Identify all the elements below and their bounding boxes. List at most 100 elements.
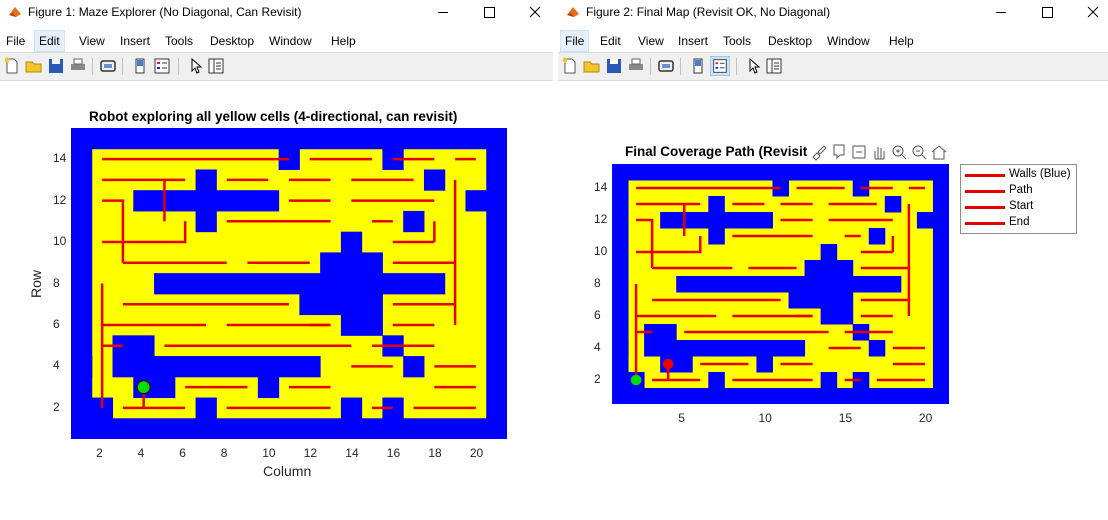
end-marker xyxy=(662,358,674,370)
menu-file[interactable]: File xyxy=(6,34,26,48)
figure-toolbar xyxy=(558,52,1108,81)
toolbar-separator xyxy=(680,58,681,75)
menu-desktop[interactable]: Desktop xyxy=(210,34,255,48)
print-icon[interactable] xyxy=(626,56,646,76)
open-file-icon[interactable] xyxy=(24,56,44,76)
zoom-out-icon[interactable] xyxy=(910,143,928,161)
maze-wall xyxy=(382,397,404,439)
close-icon[interactable] xyxy=(512,0,553,25)
legend-line-walls xyxy=(965,174,1005,177)
restore-view-icon[interactable] xyxy=(850,143,868,161)
menu-insert[interactable]: Insert xyxy=(678,34,709,48)
pan-icon[interactable] xyxy=(870,143,888,161)
menu-edit[interactable]: Edit xyxy=(34,30,65,52)
menu-file[interactable]: File xyxy=(560,30,590,52)
colorbar-icon[interactable] xyxy=(688,56,708,76)
menu-edit[interactable]: Edit xyxy=(600,34,621,48)
axes-title: Final Coverage Path (Revisit OK) xyxy=(625,144,810,159)
maze-wall xyxy=(916,212,934,229)
maze-wall xyxy=(644,324,677,341)
link-plot-icon[interactable] xyxy=(656,56,676,76)
menu-desktop[interactable]: Desktop xyxy=(768,34,813,48)
window-title: Figure 2: Final Map (Revisit OK, No Diag… xyxy=(586,5,831,19)
save-icon[interactable] xyxy=(604,56,624,76)
window-title: Figure 1: Maze Explorer (No Diagonal, Ca… xyxy=(28,5,302,19)
insert-legend-icon[interactable] xyxy=(710,56,730,76)
maze-plot-2[interactable] xyxy=(612,164,949,404)
maze-wall xyxy=(195,397,217,439)
legend-line-start xyxy=(965,206,1005,209)
maze-wall xyxy=(708,228,725,245)
new-figure-icon[interactable] xyxy=(560,56,580,76)
maze-wall xyxy=(382,128,404,170)
maximize-icon[interactable] xyxy=(466,0,512,25)
menu-view[interactable]: View xyxy=(638,34,664,48)
toolbar-separator xyxy=(122,58,123,75)
menu-bar: File Edit View Insert Tools Desktop Wind… xyxy=(558,29,1108,52)
save-icon[interactable] xyxy=(46,56,66,76)
menu-tools[interactable]: Tools xyxy=(165,34,194,48)
maze-wall xyxy=(112,356,321,378)
figure-window-2: Figure 2: Final Map (Revisit OK, No Diag… xyxy=(558,0,1108,520)
home-icon[interactable] xyxy=(930,143,948,161)
maze-wall xyxy=(884,196,902,213)
menu-window[interactable]: Window xyxy=(827,34,870,48)
minimize-icon[interactable] xyxy=(978,0,1024,25)
print-icon[interactable] xyxy=(68,56,88,76)
legend-line-end xyxy=(965,222,1005,225)
property-inspector-icon[interactable] xyxy=(764,56,784,76)
menu-view[interactable]: View xyxy=(79,34,105,48)
maze-wall xyxy=(852,164,870,197)
y-tick-label: 14 xyxy=(53,151,67,166)
maze-wall xyxy=(708,372,725,404)
maze-wall xyxy=(423,169,446,191)
maze-wall xyxy=(820,372,838,404)
brush-icon[interactable] xyxy=(810,143,828,161)
figure-window-1: Figure 1: Maze Explorer (No Diagonal, Ca… xyxy=(0,0,553,520)
matlab-icon xyxy=(9,7,21,17)
matlab-icon xyxy=(567,7,579,17)
colorbar-icon[interactable] xyxy=(130,56,150,76)
edit-plot-icon[interactable] xyxy=(744,56,764,76)
y-tick-label: 4 xyxy=(53,358,60,373)
maze-wall xyxy=(486,128,507,439)
maze-wall xyxy=(772,164,790,197)
menu-insert[interactable]: Insert xyxy=(120,34,151,48)
minimize-icon[interactable] xyxy=(420,0,466,25)
zoom-in-icon[interactable] xyxy=(890,143,908,161)
legend[interactable]: Walls (Blue) Path Start End xyxy=(960,164,1077,234)
insert-legend-icon[interactable] xyxy=(152,56,172,76)
maze-wall xyxy=(340,397,363,439)
x-tick-label: 2 xyxy=(96,446,103,460)
link-plot-icon[interactable] xyxy=(98,56,118,76)
robot-marker xyxy=(136,380,151,395)
x-tick-label: 14 xyxy=(345,446,359,460)
menu-window[interactable]: Window xyxy=(269,34,312,48)
maze-wall xyxy=(868,340,886,357)
edit-plot-icon[interactable] xyxy=(186,56,206,76)
y-tick-label: 12 xyxy=(53,192,67,207)
maze-plot-1[interactable] xyxy=(71,128,507,439)
property-inspector-icon[interactable] xyxy=(206,56,226,76)
data-tips-icon[interactable] xyxy=(830,143,848,161)
x-tick-label: 4 xyxy=(137,446,145,460)
axes-toolbar xyxy=(810,143,950,163)
open-file-icon[interactable] xyxy=(582,56,602,76)
toolbar-separator xyxy=(92,58,93,75)
maximize-icon[interactable] xyxy=(1024,0,1070,25)
x-tick-label: 10 xyxy=(262,446,276,460)
y-axis-label: Row xyxy=(28,269,44,298)
maze-wall xyxy=(257,376,280,399)
close-icon[interactable] xyxy=(1070,0,1108,25)
new-figure-icon[interactable] xyxy=(2,56,22,76)
maze-wall xyxy=(612,388,949,404)
maze-wall xyxy=(299,293,342,316)
path-segment xyxy=(636,236,702,254)
menu-help[interactable]: Help xyxy=(889,34,914,48)
maze-wall xyxy=(195,169,217,191)
maze-wall xyxy=(71,356,93,378)
menu-help[interactable]: Help xyxy=(331,34,356,48)
menu-tools[interactable]: Tools xyxy=(723,34,752,48)
maze-wall xyxy=(644,340,806,357)
x-tick-label: 6 xyxy=(179,446,186,460)
